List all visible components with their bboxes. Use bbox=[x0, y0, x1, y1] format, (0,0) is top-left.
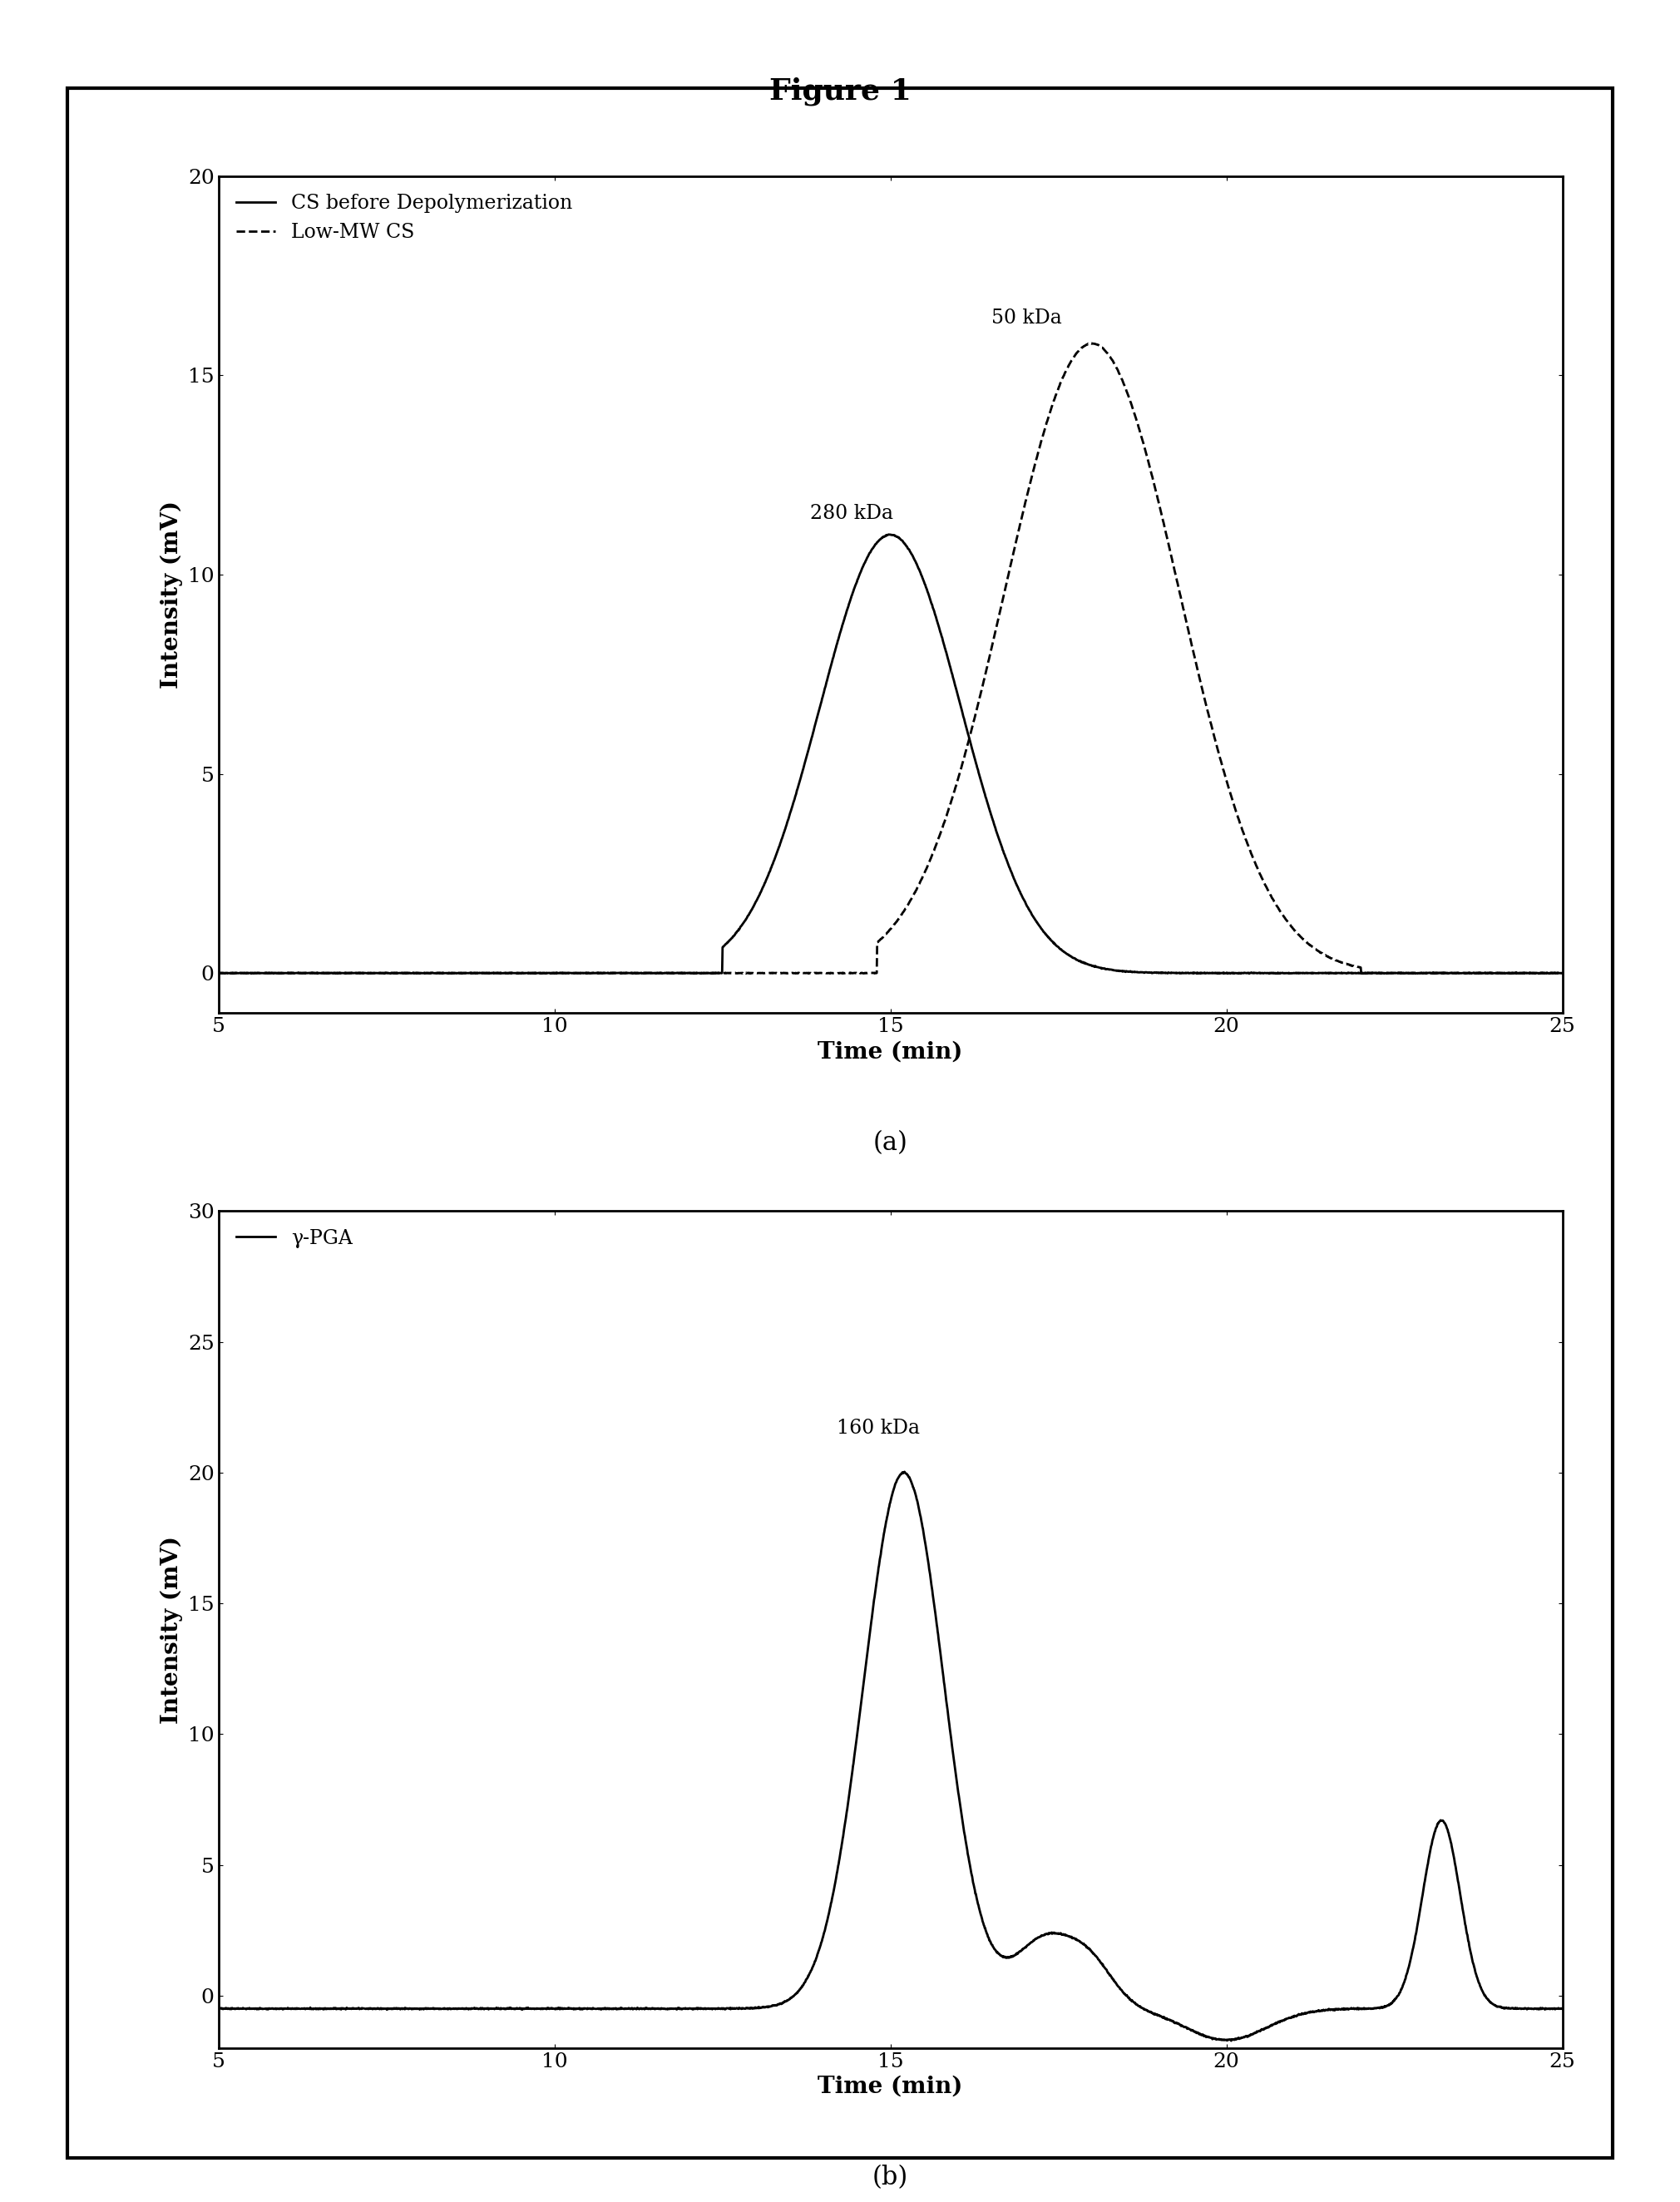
Text: (a): (a) bbox=[874, 1130, 907, 1156]
γ-PGA bbox=[1221, 2028, 1242, 2054]
CS before Depolymerization bbox=[781, 795, 801, 821]
CS before Depolymerization bbox=[442, 960, 462, 986]
Text: 50 kDa: 50 kDa bbox=[991, 308, 1062, 328]
Line: CS before Depolymerization: CS before Depolymerization bbox=[218, 535, 1562, 973]
Text: 280 kDa: 280 kDa bbox=[810, 504, 894, 524]
γ-PGA bbox=[361, 1995, 381, 2021]
CS before Depolymerization bbox=[724, 923, 744, 949]
CS before Depolymerization bbox=[1552, 960, 1572, 986]
Low-MW CS bbox=[1381, 960, 1401, 986]
γ-PGA bbox=[781, 1984, 801, 2010]
Text: 160 kDa: 160 kDa bbox=[837, 1418, 921, 1438]
CS before Depolymerization bbox=[1383, 960, 1403, 986]
Low-MW CS bbox=[781, 960, 801, 986]
γ-PGA bbox=[1383, 1991, 1403, 2017]
Low-MW CS bbox=[1082, 330, 1102, 357]
Low-MW CS bbox=[1406, 960, 1426, 986]
Low-MW CS bbox=[442, 960, 462, 986]
γ-PGA bbox=[724, 1995, 744, 2021]
Y-axis label: Intensity (mV): Intensity (mV) bbox=[161, 500, 183, 689]
Line: γ-PGA: γ-PGA bbox=[218, 1471, 1562, 2041]
Low-MW CS bbox=[1527, 960, 1547, 986]
Low-MW CS bbox=[1552, 960, 1572, 986]
γ-PGA bbox=[1527, 1995, 1547, 2021]
CS before Depolymerization bbox=[361, 960, 381, 986]
Text: Figure 1: Figure 1 bbox=[769, 77, 911, 106]
Line: Low-MW CS: Low-MW CS bbox=[218, 344, 1562, 973]
Legend: CS before Depolymerization, Low-MW CS: CS before Depolymerization, Low-MW CS bbox=[228, 185, 580, 249]
CS before Depolymerization bbox=[208, 960, 228, 986]
X-axis label: Time (min): Time (min) bbox=[818, 2076, 963, 2099]
Text: (b): (b) bbox=[872, 2165, 909, 2191]
γ-PGA bbox=[208, 1995, 228, 2021]
Legend: γ-PGA: γ-PGA bbox=[228, 1220, 360, 1255]
X-axis label: Time (min): Time (min) bbox=[818, 1042, 963, 1064]
Y-axis label: Intensity (mV): Intensity (mV) bbox=[161, 1535, 183, 1724]
Low-MW CS bbox=[724, 960, 744, 986]
γ-PGA bbox=[1552, 1995, 1572, 2021]
CS before Depolymerization bbox=[1220, 960, 1240, 986]
CS before Depolymerization bbox=[879, 522, 899, 548]
Low-MW CS bbox=[361, 960, 381, 986]
Low-MW CS bbox=[208, 960, 228, 986]
γ-PGA bbox=[894, 1458, 914, 1484]
γ-PGA bbox=[442, 1995, 462, 2021]
CS before Depolymerization bbox=[1527, 960, 1547, 986]
